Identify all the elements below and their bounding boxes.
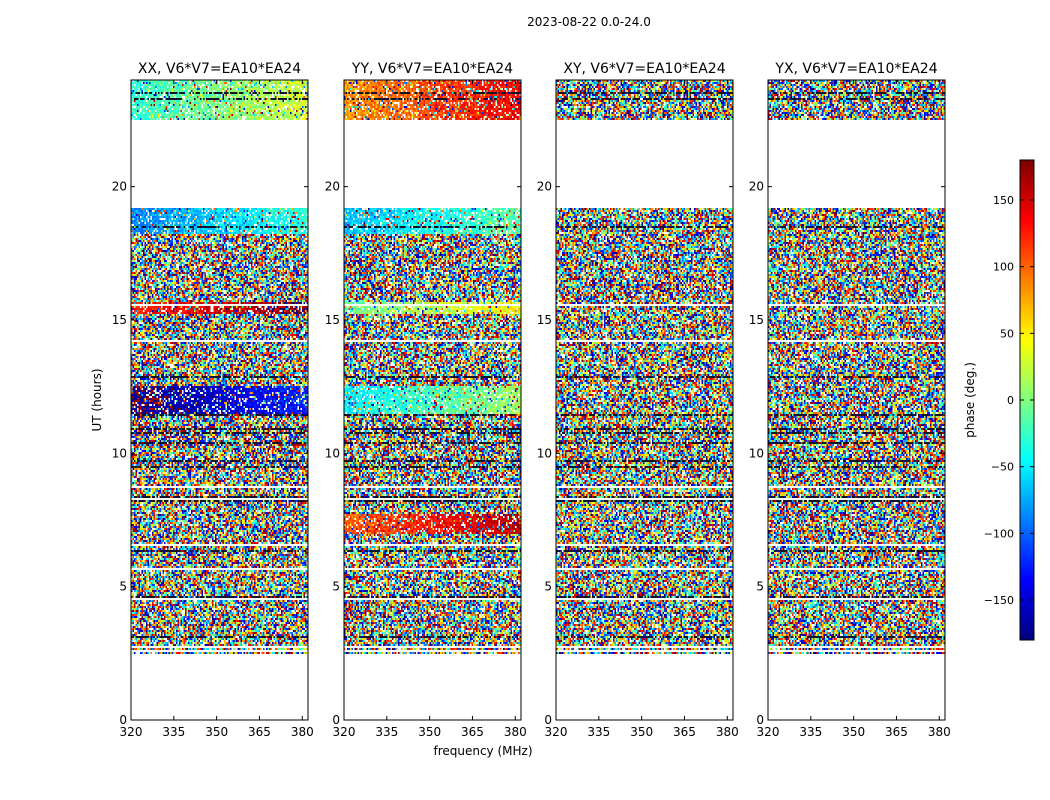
y-tick-label: 20 — [112, 180, 127, 194]
colorbar-tick-label: 50 — [1000, 327, 1014, 340]
panel-1: XX, V6*V7=EA10*EA24 320 335 350 365 380 0 5 10 15… — [112, 61, 314, 739]
x-tick-label: 365 — [248, 725, 271, 739]
colorbar-tick-label: −100 — [984, 527, 1014, 540]
heatmap-image — [131, 80, 308, 720]
heatmap-image — [556, 80, 733, 720]
y-tick-label: 15 — [749, 313, 764, 327]
y-tick-label: 0 — [756, 713, 764, 727]
x-tick-label: 350 — [630, 725, 653, 739]
panel-title: XY, V6*V7=EA10*EA24 — [563, 61, 725, 77]
y-tick-label: 5 — [119, 580, 127, 594]
colorbar-tick-label: 100 — [993, 261, 1014, 274]
colorbar-label: phase (deg.) — [963, 362, 977, 438]
panel-title: YX, V6*V7=EA10*EA24 — [774, 61, 937, 77]
x-axis-label: frequency (MHz) — [433, 744, 532, 758]
x-tick-label: 365 — [461, 725, 484, 739]
x-tick-label: 320 — [757, 725, 780, 739]
x-tick-label: 365 — [885, 725, 908, 739]
y-tick-label: 10 — [325, 446, 340, 460]
panel-title: YY, V6*V7=EA10*EA24 — [351, 61, 513, 77]
y-tick-label: 10 — [112, 446, 127, 460]
y-axis-label: UT (hours) — [90, 368, 104, 431]
x-tick-label: 365 — [673, 725, 696, 739]
x-tick-label: 380 — [504, 725, 527, 739]
x-tick-label: 380 — [928, 725, 951, 739]
y-tick-label: 20 — [537, 180, 552, 194]
colorbar: −150 −100 −50 0 50 100 150 — [984, 159, 1035, 641]
y-tick-label: 5 — [756, 580, 764, 594]
y-tick-label: 15 — [112, 313, 127, 327]
x-tick-label: 380 — [291, 725, 314, 739]
panels-group: XX, V6*V7=EA10*EA24 320 335 350 365 380 0 5 10 15… — [112, 61, 951, 739]
heatmap-image — [768, 80, 945, 720]
figure-title: 2023-08-22 0.0-24.0 — [527, 15, 651, 29]
x-tick-label: 350 — [418, 725, 441, 739]
panel-frame — [343, 79, 522, 721]
y-tick-label: 0 — [332, 713, 340, 727]
colorbar-tick-label: 150 — [993, 194, 1014, 207]
x-tick-label: 320 — [545, 725, 568, 739]
colorbar-tick-label: −50 — [991, 461, 1014, 474]
panel-frame — [767, 79, 946, 721]
y-tick-label: 0 — [544, 713, 552, 727]
colorbar-gradient — [1020, 160, 1034, 640]
panel-4: YX, V6*V7=EA10*EA24 320 335 350 365 380 0 5 10 15… — [749, 61, 951, 739]
x-tick-label: 335 — [162, 725, 185, 739]
y-tick-label: 15 — [325, 313, 340, 327]
panel-frame — [130, 79, 309, 721]
panel-3: XY, V6*V7=EA10*EA24 320 335 350 365 380 0 5 10 15… — [537, 61, 739, 739]
colorbar-tick-label: 0 — [1007, 394, 1014, 407]
y-tick-label: 20 — [749, 180, 764, 194]
x-tick-label: 380 — [716, 725, 739, 739]
x-tick-label: 335 — [587, 725, 610, 739]
y-tick-label: 0 — [119, 713, 127, 727]
y-tick-label: 15 — [537, 313, 552, 327]
heatmap-image — [344, 80, 521, 720]
y-tick-label: 10 — [537, 446, 552, 460]
x-tick-label: 320 — [333, 725, 356, 739]
y-tick-label: 5 — [332, 580, 340, 594]
y-tick-label: 5 — [544, 580, 552, 594]
x-tick-label: 335 — [799, 725, 822, 739]
x-tick-label: 335 — [375, 725, 398, 739]
x-tick-label: 350 — [842, 725, 865, 739]
panel-title: XX, V6*V7=EA10*EA24 — [138, 61, 301, 77]
x-tick-label: 320 — [120, 725, 143, 739]
x-tick-label: 350 — [205, 725, 228, 739]
y-tick-label: 20 — [325, 180, 340, 194]
panel-frame — [555, 79, 734, 721]
y-tick-label: 10 — [749, 446, 764, 460]
panel-2: YY, V6*V7=EA10*EA24 320 335 350 365 380 0 5 10 15… — [325, 61, 527, 739]
colorbar-tick-label: −150 — [984, 594, 1014, 607]
